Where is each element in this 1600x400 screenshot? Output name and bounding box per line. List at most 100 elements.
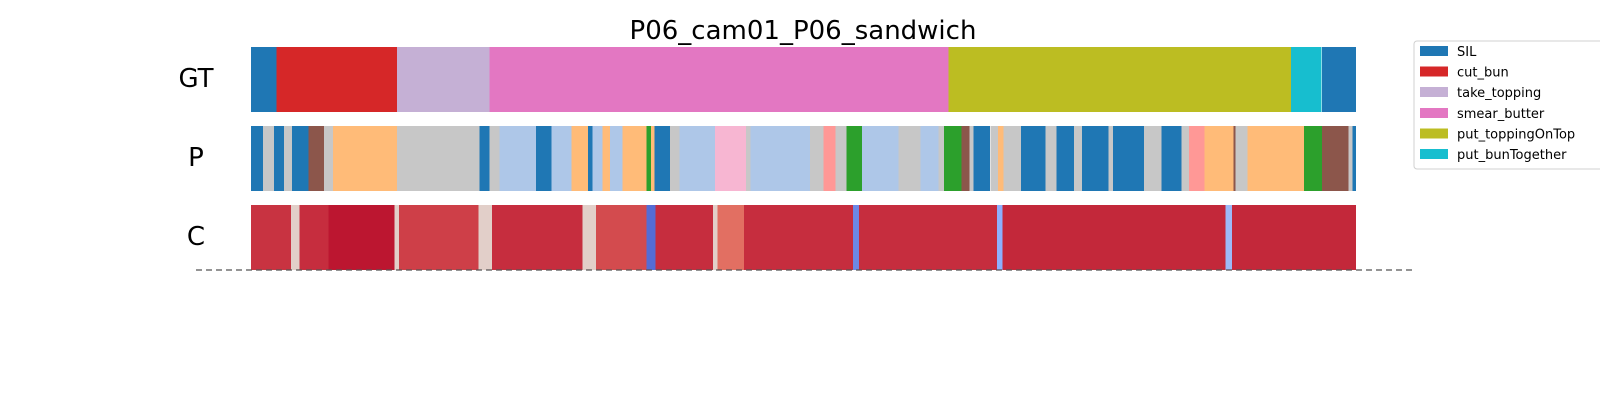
p-segment	[1056, 126, 1075, 191]
p-segment	[1204, 126, 1234, 191]
legend-label: cut_bun	[1457, 66, 1509, 81]
p-segment	[551, 126, 572, 191]
c-segment	[582, 205, 596, 270]
p-segment	[622, 126, 647, 191]
p-segment	[1352, 126, 1356, 191]
p-segment	[1108, 126, 1113, 191]
p-segment	[679, 126, 716, 191]
legend-frame	[1413, 40, 1600, 170]
p-segment	[332, 126, 397, 191]
p-segment	[938, 126, 944, 191]
c-segment	[251, 205, 291, 270]
c-segment	[853, 205, 859, 270]
gt-segment	[1321, 47, 1356, 112]
p-segment	[1181, 126, 1190, 191]
c-segment	[290, 205, 300, 270]
p-segment	[651, 126, 655, 191]
gt-segment	[276, 47, 397, 112]
legend-label: put_bunTogether	[1457, 148, 1567, 163]
p-segment	[1143, 126, 1162, 191]
p-segment	[746, 126, 751, 191]
p-segment	[489, 126, 500, 191]
p-segment	[291, 126, 309, 191]
p-segment	[973, 126, 991, 191]
legend-swatch	[1420, 66, 1448, 77]
row-label-c: C	[187, 222, 205, 252]
p-segment	[602, 126, 611, 191]
legend-label: take_topping	[1457, 86, 1541, 101]
legend-label: SIL	[1457, 45, 1477, 60]
c-segment	[1225, 205, 1233, 270]
c-segment	[595, 205, 647, 270]
gt-segment	[1290, 47, 1322, 112]
p-segment	[990, 126, 998, 191]
c-segment	[1232, 205, 1356, 270]
gt-segment	[396, 47, 490, 112]
p-segment	[1348, 126, 1353, 191]
p-segment	[1247, 126, 1305, 191]
p-segment	[610, 126, 623, 191]
p-segment	[750, 126, 811, 191]
p-segment	[1161, 126, 1182, 191]
c-segment	[328, 205, 395, 270]
p-segment	[588, 126, 593, 191]
p-segment	[810, 126, 824, 191]
c-segment	[394, 205, 400, 270]
p-segment	[1081, 126, 1109, 191]
p-segment	[1233, 126, 1236, 191]
c-segment	[399, 205, 479, 270]
p-segment	[251, 126, 264, 191]
c-segment	[491, 205, 583, 270]
p-segment	[1045, 126, 1057, 191]
row-label-p: P	[188, 143, 204, 173]
gt-segment	[489, 47, 949, 112]
p-segment	[943, 126, 962, 191]
c-segment	[712, 205, 718, 270]
p-segment	[571, 126, 589, 191]
p-segment	[1189, 126, 1205, 191]
legend: SIL cut_bun take_topping smear_butter put_to…	[1413, 40, 1600, 170]
gt-segment	[948, 47, 1291, 112]
p-segment	[263, 126, 275, 191]
legend-swatch	[1420, 87, 1448, 98]
chart-title: P06_cam01_P06_sandwich	[630, 16, 977, 46]
legend-swatch	[1420, 128, 1448, 139]
p-segment	[1112, 126, 1144, 191]
gt-segment-row	[251, 47, 1356, 112]
p-segment	[920, 126, 939, 191]
c-segment	[299, 205, 329, 270]
p-segment	[308, 126, 324, 191]
p-segment	[669, 126, 680, 191]
legend-swatch	[1420, 107, 1448, 118]
c-segment	[478, 205, 492, 270]
p-segment	[274, 126, 285, 191]
c-segment	[858, 205, 997, 270]
p-segment	[846, 126, 863, 191]
gt-segment	[251, 47, 277, 112]
legend-label: smear_butter	[1457, 107, 1545, 122]
c-segment	[655, 205, 713, 270]
legend-swatch	[1420, 46, 1448, 56]
p-segment	[1304, 126, 1322, 191]
p-segment	[862, 126, 899, 191]
p-segment	[823, 126, 836, 191]
p-segment	[592, 126, 603, 191]
p-segment	[1021, 126, 1046, 191]
row-label-gt: GT	[178, 64, 213, 94]
p-segment	[396, 126, 480, 191]
p-segment	[654, 126, 670, 191]
c-segment	[996, 205, 1003, 270]
p-segment	[969, 126, 974, 191]
p-segment	[499, 126, 537, 191]
p-segment	[479, 126, 490, 191]
p-segment	[715, 126, 747, 191]
confidence-row	[251, 205, 1356, 270]
p-segment	[646, 126, 652, 191]
p-segment	[1003, 126, 1022, 191]
p-segment	[323, 126, 333, 191]
p-segment	[961, 126, 970, 191]
legend-swatch	[1420, 149, 1448, 159]
p-segment	[284, 126, 292, 191]
p-segment	[898, 126, 921, 191]
c-segment	[743, 205, 854, 270]
